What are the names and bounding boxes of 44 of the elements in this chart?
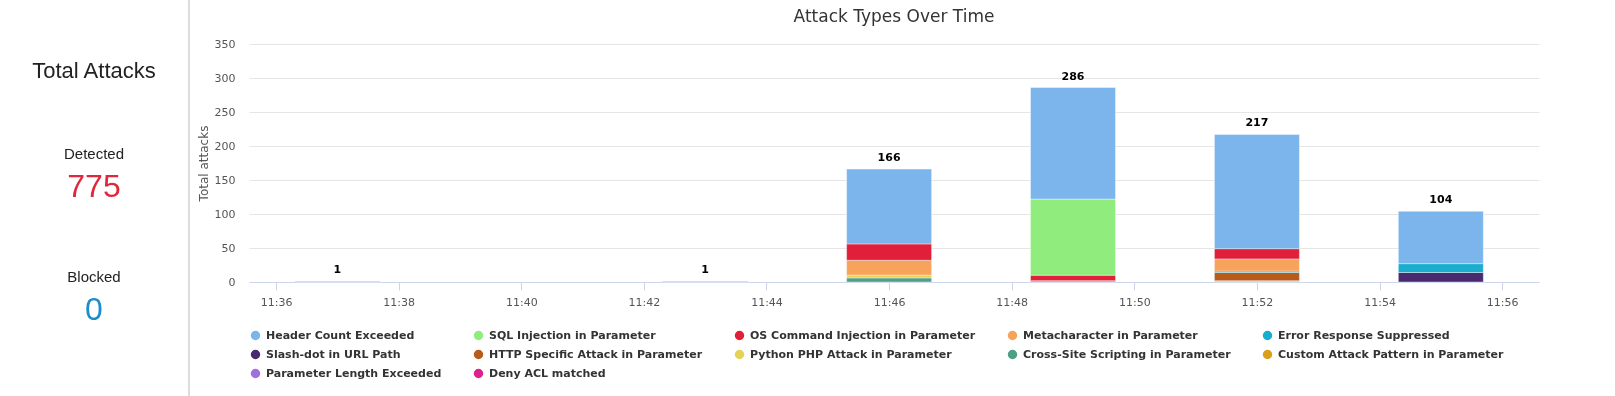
x-tick-label: 11:52 (1241, 295, 1274, 309)
legend-label: Header Count Exceeded (266, 328, 415, 342)
legend-label: Metacharacter in Parameter (1023, 328, 1199, 342)
x-tick-label: 11:36 (260, 295, 293, 309)
x-tick-label: 11:56 (1486, 295, 1519, 309)
x-tick-label: 11:50 (1118, 295, 1151, 309)
legend-label: HTTP Specific Attack in Parameter (489, 347, 703, 361)
y-tick-label: 100 (214, 207, 236, 221)
text: 0 (84, 291, 104, 328)
x-tick-label: 11:44 (751, 295, 783, 309)
total-label: 286 (1061, 69, 1085, 83)
legend-label: Deny ACL matched (489, 366, 606, 380)
legend-label: Parameter Length Exceeded (266, 366, 442, 380)
x-tick-label: 11:40 (505, 295, 538, 309)
text: Detected (62, 145, 125, 162)
legend-label: Python PHP Attack in Parameter (750, 347, 953, 361)
y-tick-label: 150 (214, 173, 236, 187)
legend-label: Slash-dot in URL Path (266, 347, 401, 361)
y-axis-title: Total attacks (196, 125, 211, 203)
y-tick-label: 0 (228, 275, 236, 289)
legend-label: Cross-Site Scripting in Parameter (1023, 347, 1232, 361)
total-label: 217 (1245, 116, 1269, 130)
legend-label: SQL Injection in Parameter (489, 328, 657, 342)
total-label: 1 (333, 263, 342, 277)
x-tick-label: 11:54 (1364, 295, 1396, 309)
chart-title: Attack Types Over Time (793, 6, 995, 26)
y-tick-label: 250 (214, 105, 236, 119)
total-label: 104 (1429, 193, 1453, 207)
x-tick-label: 11:42 (628, 295, 661, 309)
y-tick-label: 350 (214, 37, 236, 51)
text: 775 (66, 168, 122, 205)
total-label: 166 (877, 151, 901, 165)
legend-label: Error Response Suppressed (1278, 328, 1450, 342)
legend-label: OS Command Injection in Parameter (750, 328, 976, 342)
total-label: 1 (701, 263, 710, 277)
x-tick-label: 11:46 (873, 295, 906, 309)
text: Blocked (66, 268, 122, 285)
legend-label: Custom Attack Pattern in Parameter (1278, 347, 1505, 361)
x-tick-label: 11:48 (996, 295, 1029, 309)
y-tick-label: 300 (214, 71, 236, 85)
text: Total Attacks (31, 58, 157, 84)
y-tick-label: 200 (214, 139, 236, 153)
x-tick-label: 11:38 (383, 295, 416, 309)
y-tick-label: 50 (221, 241, 236, 255)
